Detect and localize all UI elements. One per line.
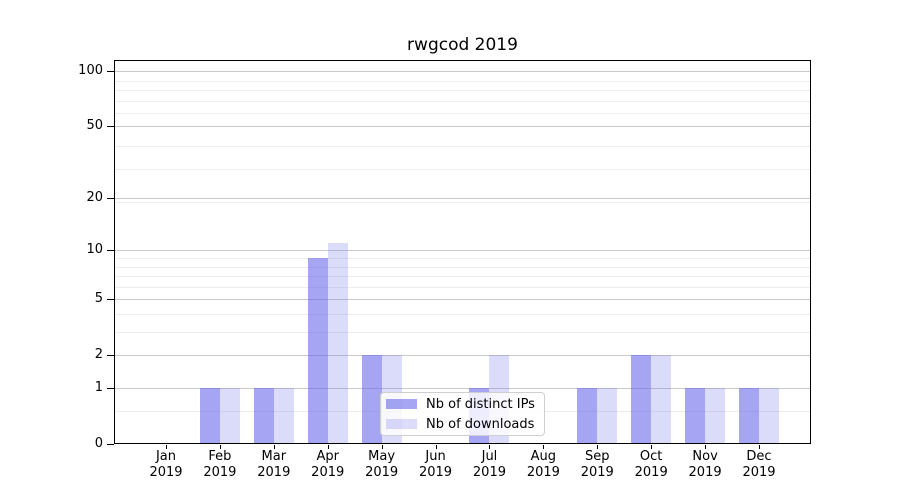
- y-tick-mark: [107, 198, 114, 200]
- bar-distinct-ips-mar: [253, 388, 274, 444]
- x-tick-label: Oct 2019: [634, 449, 668, 480]
- x-tick-label: Dec 2019: [742, 449, 776, 480]
- gridline-major: [114, 299, 811, 301]
- gridline-minor: [114, 286, 811, 288]
- x-tick-label: Jan 2019: [149, 449, 183, 480]
- y-tick-label: 2: [94, 347, 103, 363]
- x-tick-label: Aug 2019: [526, 449, 560, 480]
- x-tick-mark: [651, 445, 653, 449]
- x-tick-mark: [759, 445, 760, 449]
- bar-distinct-ips-sep: [577, 388, 598, 444]
- x-tick-mark: [705, 445, 707, 449]
- gridline-minor: [114, 313, 811, 315]
- bar-distinct-ips-nov: [685, 388, 706, 444]
- x-tick-label: Feb 2019: [203, 449, 237, 480]
- y-tick-label: 10: [86, 242, 103, 258]
- y-tick-label: 1: [94, 380, 103, 395]
- legend-swatch-distinct-ips: [386, 399, 417, 409]
- bar-downloads-oct: [651, 355, 672, 444]
- gridline-minor: [114, 100, 811, 102]
- x-tick-mark: [273, 445, 275, 449]
- bar-distinct-ips-may: [361, 355, 382, 444]
- gridline-minor: [114, 146, 811, 147]
- y-tick-label: 0: [94, 436, 103, 451]
- gridline-major: [114, 198, 811, 200]
- legend-swatch-downloads: [386, 419, 417, 429]
- x-tick-mark: [219, 445, 221, 449]
- legend-label-downloads: Nb of downloads: [426, 416, 535, 432]
- bar-downloads-feb: [219, 388, 240, 444]
- bar-distinct-ips-feb: [199, 388, 220, 444]
- gridline-minor: [114, 80, 811, 82]
- gridline-minor: [114, 169, 811, 171]
- x-tick-mark: [489, 445, 491, 449]
- y-tick-label: 50: [86, 118, 103, 134]
- y-tick-mark: [107, 126, 114, 128]
- bar-distinct-ips-apr: [307, 257, 328, 444]
- x-tick-mark: [435, 445, 437, 449]
- legend-item-downloads: Nb of downloads: [386, 416, 544, 433]
- legend: Nb of distinct IPs Nb of downloads: [380, 392, 545, 436]
- y-tick-label: 5: [94, 291, 103, 307]
- bar-downloads-apr: [327, 243, 348, 444]
- chart-title: rwgcod 2019: [407, 35, 518, 55]
- x-tick-mark: [166, 445, 167, 449]
- bar-downloads-sep: [597, 388, 618, 444]
- x-tick-label: Nov 2019: [688, 449, 722, 480]
- gridline-major: [114, 126, 811, 128]
- gridline-minor: [114, 202, 811, 203]
- x-tick-mark: [327, 445, 329, 449]
- gridline-major: [114, 355, 811, 357]
- y-tick-label: 100: [78, 63, 103, 79]
- y-tick-mark: [107, 388, 114, 389]
- legend-item-distinct-ips: Nb of distinct IPs: [386, 396, 544, 413]
- x-tick-label: Apr 2019: [311, 449, 345, 480]
- x-tick-mark: [543, 445, 545, 449]
- y-tick-mark: [107, 444, 114, 445]
- bar-downloads-dec: [759, 388, 779, 444]
- x-tick-mark: [597, 445, 599, 449]
- plot-area: [114, 60, 811, 444]
- x-tick-label: May 2019: [365, 449, 399, 480]
- gridline-minor: [114, 266, 811, 268]
- bar-distinct-ips-dec: [739, 388, 759, 444]
- legend-label-distinct-ips: Nb of distinct IPs: [426, 396, 535, 412]
- y-tick-mark: [107, 299, 114, 301]
- y-tick-mark: [107, 71, 114, 73]
- axes-frame: [114, 60, 811, 444]
- gridline-minor: [114, 276, 811, 278]
- y-tick-mark: [107, 250, 114, 252]
- x-tick-label: Jul 2019: [472, 449, 506, 480]
- gridline-major: [114, 71, 811, 73]
- y-tick-label: 20: [86, 190, 103, 206]
- gridline-minor: [114, 257, 811, 259]
- y-tick-mark: [107, 355, 114, 357]
- x-tick-label: Mar 2019: [257, 449, 291, 480]
- x-tick-mark: [381, 445, 383, 449]
- gridline-minor: [114, 332, 811, 333]
- x-tick-label: Sep 2019: [580, 449, 614, 480]
- bar-distinct-ips-oct: [631, 355, 652, 444]
- x-tick-label: Jun 2019: [418, 449, 453, 480]
- gridline-minor: [114, 90, 811, 91]
- gridline-minor: [114, 113, 811, 115]
- gridline-major: [114, 388, 811, 389]
- bar-downloads-nov: [705, 388, 726, 444]
- gridline-major: [114, 250, 811, 252]
- bar-downloads-mar: [273, 388, 294, 444]
